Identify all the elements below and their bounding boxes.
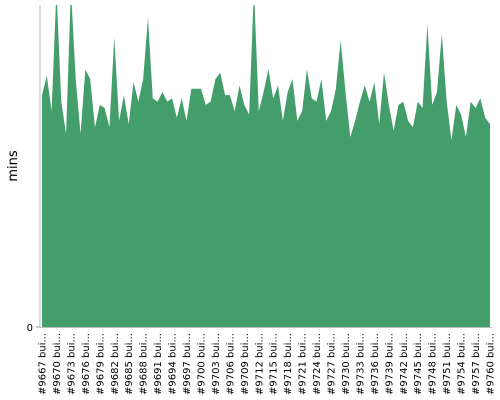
x-tick-label: #9745 bui...	[413, 333, 424, 395]
x-tick-label: #9697 bui...	[182, 333, 193, 395]
x-tick-label: #9667 bui...	[38, 333, 49, 395]
x-tick-label: #9691 bui...	[153, 333, 164, 395]
x-tick-label: #9715 bui...	[269, 333, 280, 395]
x-tick-label: #9727 bui...	[327, 333, 338, 395]
x-tick-label: #9757 bui...	[471, 333, 482, 395]
x-tick-label: #9748 bui...	[428, 333, 439, 395]
x-tick-label: #9751 bui...	[442, 333, 453, 395]
x-tick-label: #9754 bui...	[457, 333, 468, 395]
x-tick-label: #9703 bui...	[211, 333, 222, 395]
x-tick-label: #9718 bui...	[283, 333, 294, 395]
x-tick-label: #9733 bui...	[355, 333, 366, 395]
x-tick-label: #9685 bui...	[124, 333, 135, 395]
x-tick-label: #9712 bui...	[254, 333, 265, 395]
x-tick-label: #9688 bui...	[139, 333, 150, 395]
x-tick-label: #9709 bui...	[240, 333, 251, 395]
x-tick-label: #9739 bui...	[384, 333, 395, 395]
x-tick-label: #9742 bui...	[399, 333, 410, 395]
area	[42, 5, 490, 327]
x-tick-label: #9694 bui...	[168, 333, 179, 395]
x-tick-label: #9682 bui...	[110, 333, 121, 395]
plot-area	[42, 5, 490, 327]
x-tick-label: #9724 bui...	[312, 333, 323, 395]
x-tick-label: #9721 bui...	[298, 333, 309, 395]
x-tick-label: #9670 bui...	[52, 333, 63, 395]
x-tick-label: #9760 bui...	[486, 333, 497, 395]
y-axis-label: mins	[6, 150, 21, 182]
x-tick-label: #9673 bui...	[66, 333, 77, 395]
x-tick-label: #9700 bui...	[196, 333, 207, 395]
y-tick-label: 0	[27, 323, 33, 334]
x-tick-label: #9706 bui...	[225, 333, 236, 395]
x-tick-label: #9679 bui...	[95, 333, 106, 395]
x-tick-label: #9676 bui...	[81, 333, 92, 395]
x-tick-label: #9736 bui...	[370, 333, 381, 395]
x-tick-label: #9730 bui...	[341, 333, 352, 395]
